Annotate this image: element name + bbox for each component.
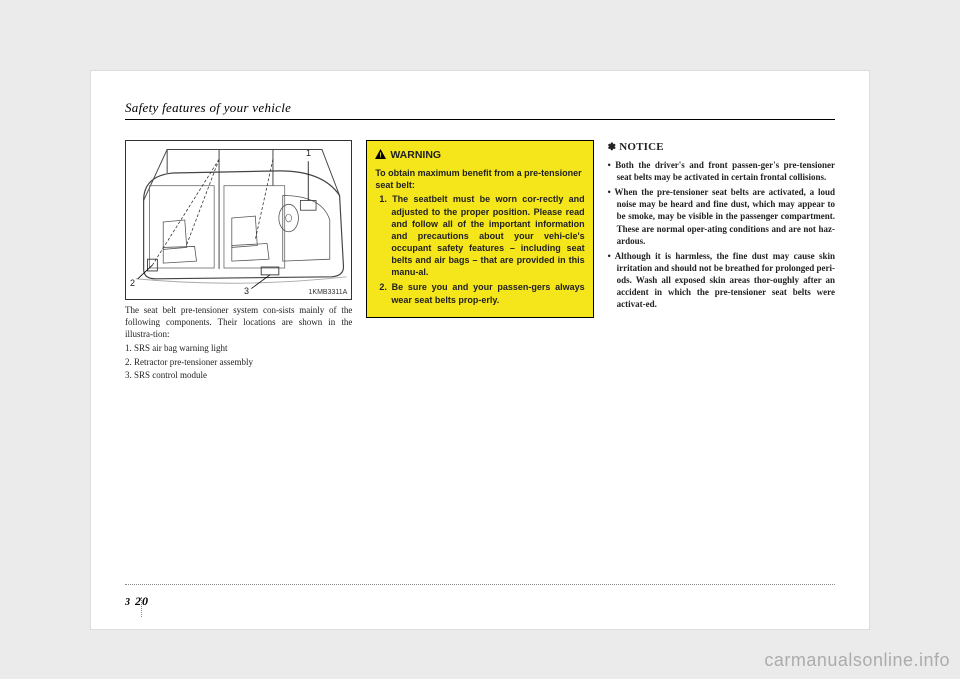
page-title: Safety features of your vehicle [125,100,291,115]
warning-triangle-icon: ! [375,149,386,163]
notice-item-2: • When the pre-tensioner seat belts are … [608,186,835,247]
page-header: Safety features of your vehicle [125,99,835,120]
warning-header: ! WARNING [375,148,584,163]
manual-page: Safety features of your vehicle [90,70,870,630]
component-item-2: 2. Retractor pre-tensioner assembly [125,356,352,368]
page-num-value: 20 [135,594,149,608]
notice-label: NOTICE [619,141,664,153]
watermark: carmanualsonline.info [764,650,950,671]
warning-box: ! WARNING To obtain maximum benefit from… [366,140,593,318]
warning-list: 1. The seatbelt must be worn cor-rectly … [379,193,584,305]
notice-item-1: • Both the driver's and front passen-ger… [608,159,835,183]
snowflake-icon: ✽ [608,142,617,153]
svg-text:!: ! [380,153,382,160]
notice-header: ✽NOTICE [608,140,835,155]
warning-label: WARNING [390,149,441,161]
car-interior-diagram [126,141,351,299]
figure-callout-2: 2 [130,277,135,289]
component-item-3: 3. SRS control module [125,369,352,381]
figure-callout-3: 3 [244,285,249,297]
warning-item-2: 2. Be sure you and your passen-gers alwa… [379,281,584,305]
figure-callout-1: 1 [306,147,311,159]
column-3: ✽NOTICE • Both the driver's and front pa… [608,140,835,382]
component-item-1: 1. SRS air bag warning light [125,342,352,354]
column-2: ! WARNING To obtain maximum benefit from… [366,140,593,382]
column-1: 1 2 3 1KMB3311A The seat belt pre-tensio… [125,140,352,382]
components-list: 1. SRS air bag warning light 2. Retracto… [125,342,352,380]
warning-item-1: 1. The seatbelt must be worn cor-rectly … [379,193,584,278]
page-section: 3 [125,597,131,608]
component-figure: 1 2 3 1KMB3311A [125,140,352,300]
components-paragraph: The seat belt pre-tensioner system con-s… [125,304,352,340]
page-divider [125,584,835,585]
warning-intro: To obtain maximum benefit from a pre-ten… [375,167,584,191]
content-columns: 1 2 3 1KMB3311A The seat belt pre-tensio… [125,140,835,382]
page-number: 3 20 [125,594,149,609]
figure-code: 1KMB3311A [309,288,348,297]
notice-list: • Both the driver's and front passen-ger… [608,159,835,311]
notice-item-3: • Although it is harmless, the fine dust… [608,250,835,311]
